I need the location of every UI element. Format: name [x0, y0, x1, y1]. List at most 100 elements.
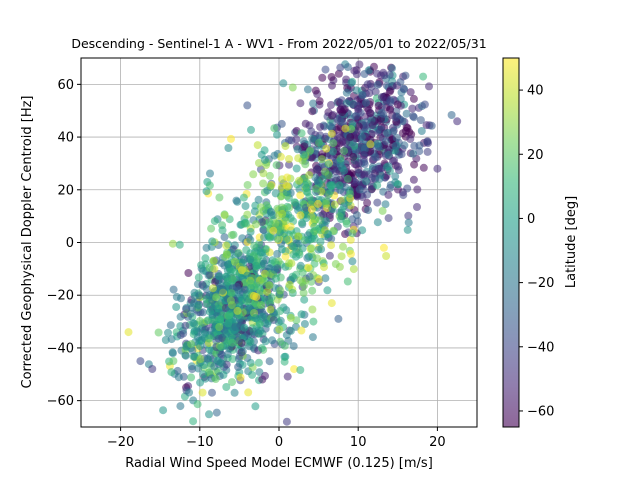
scatter-point: [400, 141, 409, 150]
scatter-point: [297, 129, 306, 138]
scatter-point: [273, 130, 281, 139]
scatter-point: [327, 129, 336, 138]
scatter-point: [307, 244, 316, 253]
scatter-point: [423, 137, 432, 146]
scatter-point: [327, 101, 335, 109]
scatter-point: [364, 206, 373, 215]
scatter-point: [360, 170, 369, 179]
scatter-point: [257, 301, 266, 309]
scatter-point: [265, 281, 274, 290]
scatter-point: [329, 147, 337, 156]
scatter-point: [315, 138, 323, 147]
scatter-point: [288, 289, 297, 297]
scatter-point: [406, 88, 415, 97]
scatter-point: [200, 330, 209, 339]
scatter-point: [316, 237, 325, 246]
scatter-point: [246, 337, 255, 346]
scatter-point: [286, 222, 295, 231]
scatter-point: [242, 246, 251, 254]
scatter-point: [215, 193, 224, 202]
scatter-point: [275, 325, 284, 334]
scatter-point: [308, 134, 317, 143]
scatter-point: [184, 269, 193, 277]
scatter-point: [347, 125, 356, 133]
scatter-point: [332, 167, 340, 176]
scatter-point: [317, 155, 326, 164]
y-tick-label: 0: [66, 236, 74, 251]
scatter-point: [321, 274, 330, 283]
scatter-point: [420, 100, 429, 109]
scatter-point: [346, 250, 355, 258]
scatter-point: [205, 270, 214, 279]
scatter-point: [304, 263, 313, 272]
y-tick-label: −20: [47, 289, 74, 304]
scatter-point: [297, 326, 306, 335]
scatter-point: [386, 183, 395, 192]
scatter-point: [168, 348, 177, 357]
scatter-point: [346, 190, 355, 199]
scatter-point: [220, 211, 229, 220]
scatter-point: [211, 375, 220, 383]
scatter-point: [288, 83, 297, 92]
scatter-point: [214, 334, 223, 343]
scatter-point: [340, 166, 349, 175]
scatter-point: [256, 248, 265, 257]
scatter-point: [373, 198, 382, 207]
scatter-point: [312, 166, 321, 174]
scatter-point: [238, 266, 246, 275]
scatter-point: [288, 272, 297, 281]
scatter-point: [303, 85, 312, 94]
scatter-point: [305, 171, 314, 180]
scatter-point: [249, 327, 258, 336]
scatter-point: [300, 320, 309, 328]
scatter-point: [236, 373, 245, 382]
scatter-point: [241, 202, 250, 210]
x-tick-label: 10: [350, 435, 367, 450]
scatter-point: [324, 230, 333, 238]
scatter-point: [294, 239, 303, 248]
scatter-point: [314, 199, 322, 208]
scatter-point: [256, 326, 265, 335]
scatter-point: [281, 252, 290, 261]
scatter-point: [394, 180, 403, 189]
scatter-point: [189, 417, 198, 426]
scatter-point: [337, 208, 346, 217]
scatter-point: [304, 235, 313, 244]
scatter-point: [337, 252, 346, 261]
scatter-point: [335, 181, 344, 190]
scatter-point: [371, 153, 380, 162]
scatter-point: [168, 239, 177, 248]
scatter-point: [282, 235, 291, 244]
scatter-point: [227, 289, 236, 298]
scatter-point: [301, 180, 309, 189]
scatter-point: [320, 263, 328, 272]
scatter-point: [339, 242, 347, 251]
scatter-point: [283, 372, 292, 381]
scatter-point: [176, 331, 185, 339]
scatter-point: [305, 272, 314, 281]
scatter-point: [279, 79, 288, 88]
scatter-point: [193, 333, 202, 342]
scatter-point: [174, 373, 183, 382]
scatter-point: [232, 282, 241, 291]
scatter-point: [259, 179, 268, 188]
colorbar-tick-label: −20: [527, 276, 554, 291]
scatter-point: [453, 117, 462, 126]
scatter-point: [391, 172, 400, 181]
scatter-point: [373, 218, 382, 227]
scatter-point: [246, 235, 255, 244]
scatter-point: [310, 222, 319, 231]
scatter-point: [190, 319, 199, 328]
scatter-point: [205, 264, 214, 272]
scatter-point: [266, 182, 275, 191]
scatter-point: [194, 364, 203, 373]
scatter-point: [214, 304, 223, 313]
scatter-point: [247, 125, 255, 134]
scatter-point: [202, 187, 211, 196]
scatter-point: [235, 352, 244, 361]
scatter-point: [348, 229, 357, 238]
scatter-point: [252, 220, 260, 229]
scatter-point: [265, 218, 274, 227]
scatter-point: [270, 151, 279, 160]
